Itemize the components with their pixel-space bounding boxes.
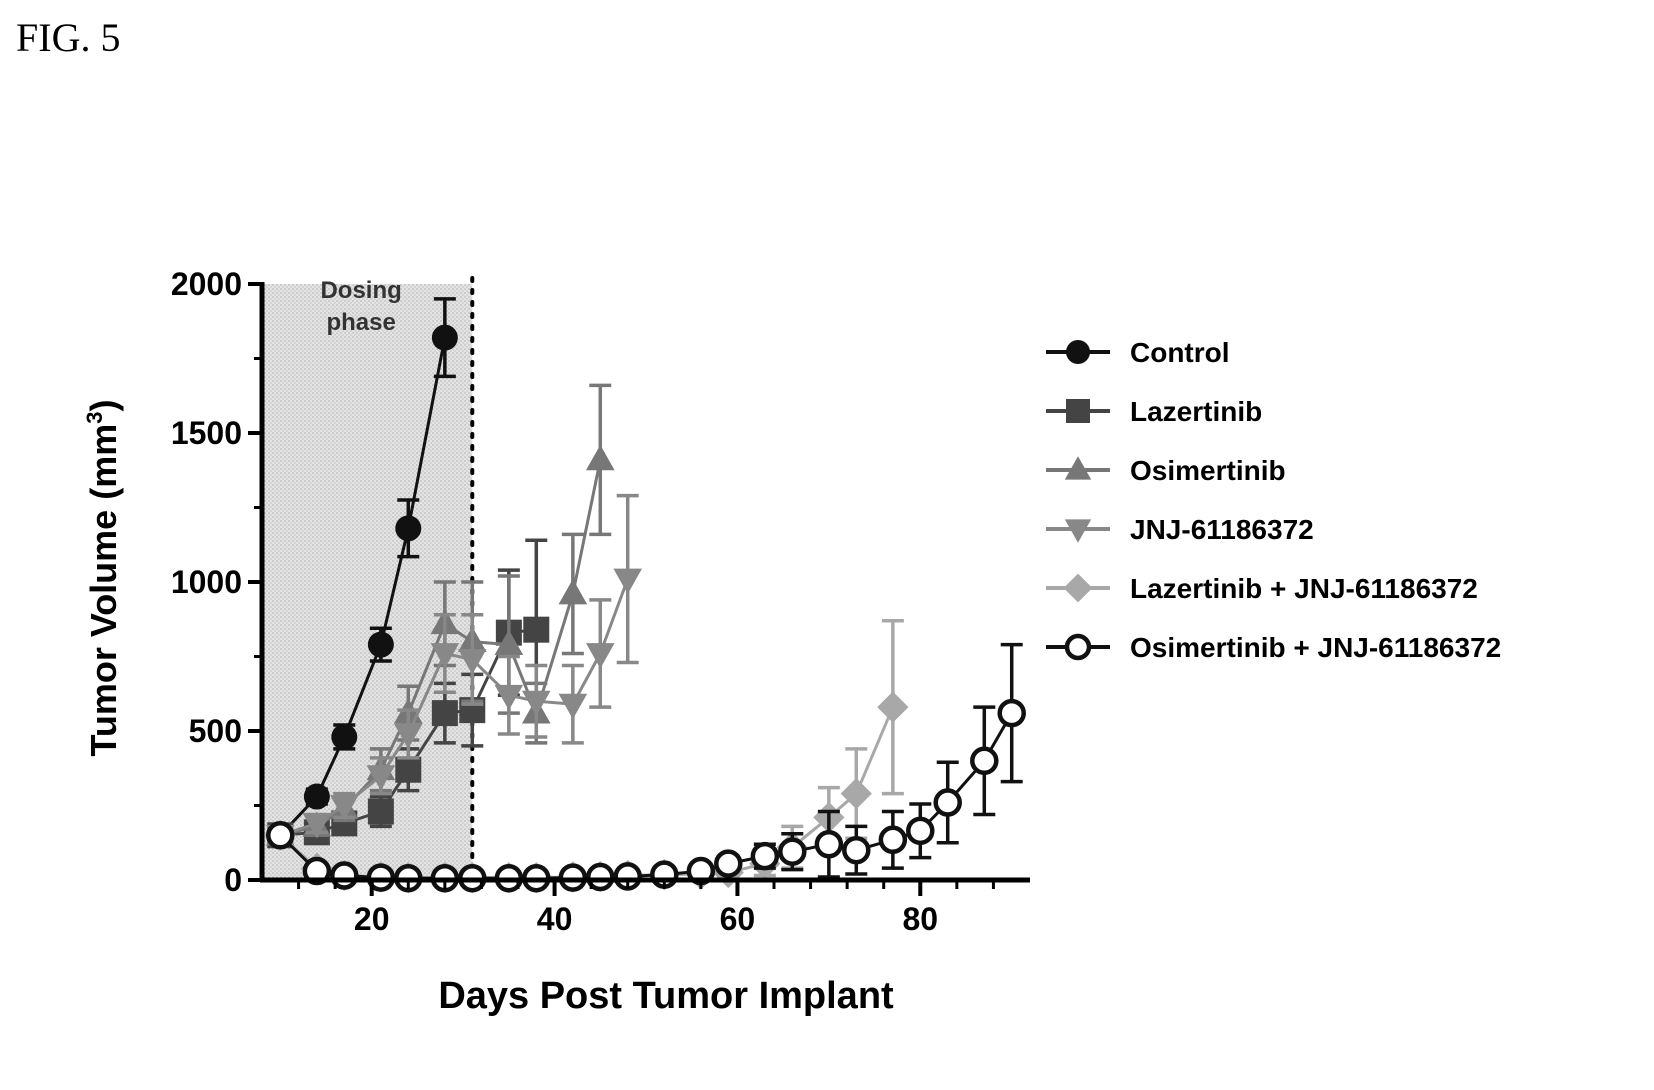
data-point-3-4 xyxy=(393,723,423,749)
data-point-5-23 xyxy=(997,698,1026,728)
data-point-3-6 xyxy=(457,649,487,675)
legend-marker-1 xyxy=(1066,399,1090,423)
data-point-5-21 xyxy=(933,788,962,817)
legend-item-0: Control xyxy=(1046,337,1230,368)
data-point-4-18 xyxy=(840,777,872,810)
legend-item-5: Osimertinib + JNJ-61186372 xyxy=(1046,632,1501,663)
y-axis-label-end: ) xyxy=(83,400,124,412)
data-point-3-7 xyxy=(494,684,524,711)
legend-marker-4 xyxy=(1063,573,1093,603)
data-point-0-2 xyxy=(331,723,358,750)
data-point-3-11 xyxy=(613,568,643,594)
series-5 xyxy=(266,642,1026,893)
x-tick-label-2: 60 xyxy=(720,901,756,937)
data-point-3-5 xyxy=(430,643,460,669)
legend-label-0: Control xyxy=(1130,337,1230,368)
legend-item-3: JNJ-61186372 xyxy=(1046,514,1314,545)
data-point-5-15 xyxy=(750,841,780,871)
data-point-3-8 xyxy=(521,690,551,717)
y-axis-label-superscript: 3 xyxy=(82,412,107,424)
y-tick-label-4: 2000 xyxy=(171,266,242,302)
data-point-5-18 xyxy=(842,835,871,865)
y-axis-label-main: Tumor Volume (mm xyxy=(83,424,124,757)
dosing-phase-label-line1: Dosing xyxy=(320,277,401,304)
data-point-0-1 xyxy=(303,783,330,810)
legend-marker-0 xyxy=(1066,340,1090,364)
legend-label-1: Lazertinib xyxy=(1130,396,1262,427)
data-point-0-3 xyxy=(367,631,394,658)
data-point-3-10 xyxy=(585,643,615,669)
legend-marker-5 xyxy=(1064,633,1092,661)
legend-label-4: Lazertinib + JNJ-61186372 xyxy=(1130,573,1478,604)
x-tick-label-1: 40 xyxy=(537,901,573,937)
data-point-5-22 xyxy=(970,746,999,776)
data-point-1-5 xyxy=(431,700,458,727)
legend-label-3: JNJ-61186372 xyxy=(1130,514,1314,545)
data-point-5-17 xyxy=(814,829,844,859)
legend-item-1: Lazertinib xyxy=(1046,396,1262,427)
legend-item-2: Osimertinib xyxy=(1046,455,1286,486)
data-point-5-14 xyxy=(714,849,743,878)
legend-marker-3 xyxy=(1064,519,1092,543)
dosing-phase-label-line2: phase xyxy=(326,309,395,336)
data-point-3-9 xyxy=(558,693,588,720)
data-point-1-8 xyxy=(523,616,550,643)
data-point-5-20 xyxy=(906,816,935,846)
y-tick-label-1: 500 xyxy=(189,713,242,749)
data-point-2-10 xyxy=(585,444,615,471)
data-point-5-1 xyxy=(302,856,332,886)
data-point-3-2 xyxy=(329,795,359,821)
data-point-5-0 xyxy=(266,821,295,850)
x-tick-label-3: 80 xyxy=(902,901,938,937)
data-point-0-4 xyxy=(395,515,422,542)
data-point-3-3 xyxy=(366,765,396,791)
y-tick-label-2: 1000 xyxy=(171,564,242,600)
legend-item-4: Lazertinib + JNJ-61186372 xyxy=(1046,573,1478,604)
data-point-1-3 xyxy=(367,798,394,825)
y-tick-label-0: 0 xyxy=(224,862,242,898)
data-point-4-19 xyxy=(877,691,909,723)
legend-marker-2 xyxy=(1064,456,1092,480)
legend-label-5: Osimertinib + JNJ-61186372 xyxy=(1130,632,1501,663)
data-point-5-19 xyxy=(878,825,908,855)
data-point-0-5 xyxy=(431,324,458,351)
x-axis-label: Days Post Tumor Implant xyxy=(438,975,894,1017)
data-point-3-1 xyxy=(302,812,332,839)
x-tick-label-0: 20 xyxy=(354,901,390,937)
figure-label: FIG. 5 xyxy=(16,15,121,60)
y-axis-label: Tumor Volume (mm3) xyxy=(82,400,124,757)
data-point-2-9 xyxy=(558,578,588,605)
data-point-2-7 xyxy=(494,629,524,655)
y-tick-label-3: 1500 xyxy=(171,415,242,451)
legend-label-2: Osimertinib xyxy=(1130,455,1286,486)
data-point-1-4 xyxy=(395,756,422,783)
data-point-5-10 xyxy=(586,862,615,892)
data-point-5-16 xyxy=(778,837,807,866)
